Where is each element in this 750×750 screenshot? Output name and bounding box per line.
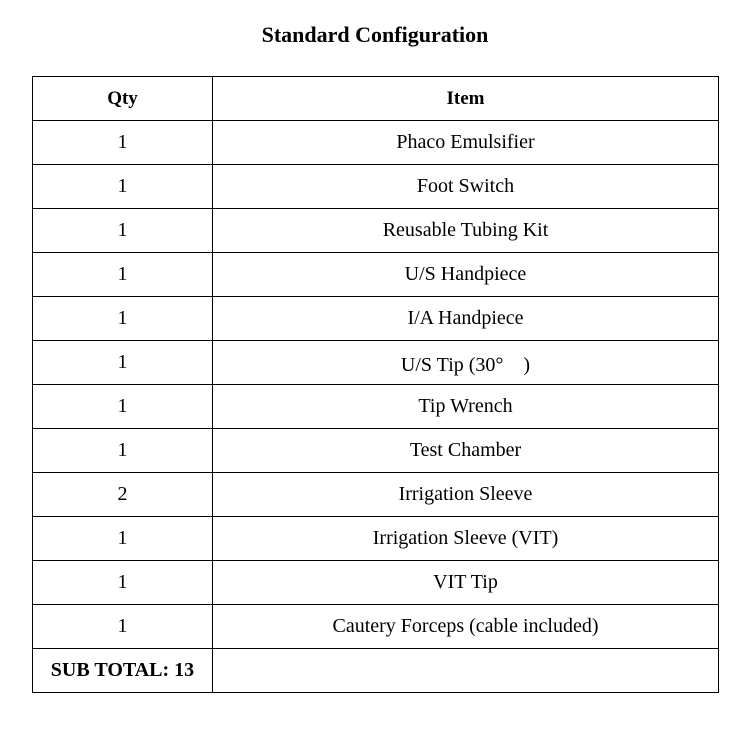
cell-item: Tip Wrench bbox=[213, 385, 719, 429]
table-row: 1 Foot Switch bbox=[33, 165, 719, 209]
cell-item: I/A Handpiece bbox=[213, 297, 719, 341]
cell-item: U/S Handpiece bbox=[213, 253, 719, 297]
cell-item: Irrigation Sleeve (VIT) bbox=[213, 517, 719, 561]
table-row: 1 U/S Tip (30° ) bbox=[33, 341, 719, 385]
table-header-row: Qty Item bbox=[33, 77, 719, 121]
cell-qty: 1 bbox=[33, 561, 213, 605]
table-row: 1 Test Chamber bbox=[33, 429, 719, 473]
table-row: 2 Irrigation Sleeve bbox=[33, 473, 719, 517]
configuration-table: Qty Item 1 Phaco Emulsifier 1 Foot Switc… bbox=[32, 76, 719, 693]
cell-qty: 1 bbox=[33, 341, 213, 385]
table-subtotal-row: SUB TOTAL: 13 bbox=[33, 649, 719, 693]
table-row: 1 Tip Wrench bbox=[33, 385, 719, 429]
cell-item: VIT Tip bbox=[213, 561, 719, 605]
cell-qty: 1 bbox=[33, 605, 213, 649]
cell-item: Phaco Emulsifier bbox=[213, 121, 719, 165]
page-title: Standard Configuration bbox=[0, 22, 750, 48]
cell-item: Cautery Forceps (cable included) bbox=[213, 605, 719, 649]
table-row: 1 Irrigation Sleeve (VIT) bbox=[33, 517, 719, 561]
cell-item: U/S Tip (30° ) bbox=[213, 341, 719, 385]
cell-qty: 2 bbox=[33, 473, 213, 517]
cell-item: Foot Switch bbox=[213, 165, 719, 209]
cell-qty: 1 bbox=[33, 209, 213, 253]
subtotal-cell: SUB TOTAL: 13 bbox=[33, 649, 213, 693]
table-row: 1 Reusable Tubing Kit bbox=[33, 209, 719, 253]
table-row: 1 Phaco Emulsifier bbox=[33, 121, 719, 165]
table-row: 1 VIT Tip bbox=[33, 561, 719, 605]
cell-qty: 1 bbox=[33, 385, 213, 429]
cell-qty: 1 bbox=[33, 253, 213, 297]
cell-item: Test Chamber bbox=[213, 429, 719, 473]
col-header-qty: Qty bbox=[33, 77, 213, 121]
col-header-item: Item bbox=[213, 77, 719, 121]
subtotal-empty bbox=[213, 649, 719, 693]
cell-qty: 1 bbox=[33, 297, 213, 341]
cell-qty: 1 bbox=[33, 121, 213, 165]
table-row: 1 U/S Handpiece bbox=[33, 253, 719, 297]
cell-qty: 1 bbox=[33, 165, 213, 209]
page: Standard Configuration Qty Item 1 Phaco … bbox=[0, 0, 750, 693]
table-row: 1 Cautery Forceps (cable included) bbox=[33, 605, 719, 649]
cell-item: Irrigation Sleeve bbox=[213, 473, 719, 517]
cell-item: Reusable Tubing Kit bbox=[213, 209, 719, 253]
table-row: 1 I/A Handpiece bbox=[33, 297, 719, 341]
cell-qty: 1 bbox=[33, 429, 213, 473]
cell-qty: 1 bbox=[33, 517, 213, 561]
